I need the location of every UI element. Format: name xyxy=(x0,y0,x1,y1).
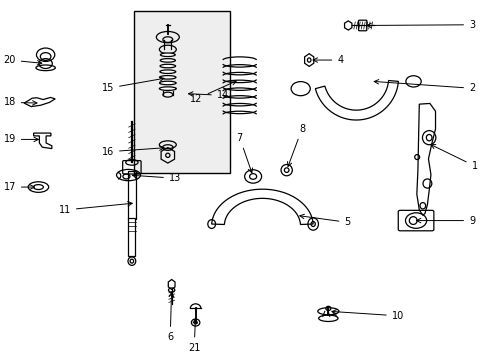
Ellipse shape xyxy=(160,53,175,57)
Ellipse shape xyxy=(159,87,176,90)
Text: 7: 7 xyxy=(236,133,252,173)
Text: 9: 9 xyxy=(416,216,474,226)
Text: 1: 1 xyxy=(430,145,477,171)
Bar xyxy=(134,11,230,173)
Ellipse shape xyxy=(160,64,175,68)
Bar xyxy=(127,171,136,219)
Text: 12: 12 xyxy=(190,81,236,104)
Text: 20: 20 xyxy=(3,55,41,65)
Ellipse shape xyxy=(160,59,175,62)
Ellipse shape xyxy=(160,76,176,79)
Text: 15: 15 xyxy=(102,77,163,93)
Text: 16: 16 xyxy=(102,146,163,157)
Text: 8: 8 xyxy=(287,124,305,166)
Text: 19: 19 xyxy=(3,134,39,144)
Text: 18: 18 xyxy=(3,98,37,107)
Text: 13: 13 xyxy=(132,173,181,183)
Text: 14: 14 xyxy=(188,90,228,100)
Text: 3: 3 xyxy=(366,20,474,30)
Text: 5: 5 xyxy=(299,214,350,227)
Ellipse shape xyxy=(159,81,176,85)
Text: 10: 10 xyxy=(331,310,403,321)
Text: 21: 21 xyxy=(187,319,200,352)
Text: 11: 11 xyxy=(59,202,132,215)
Text: 6: 6 xyxy=(167,292,173,342)
Ellipse shape xyxy=(160,70,175,73)
Text: 2: 2 xyxy=(373,80,474,93)
Bar xyxy=(128,218,135,256)
Text: 17: 17 xyxy=(3,182,35,192)
Text: 4: 4 xyxy=(312,55,343,65)
